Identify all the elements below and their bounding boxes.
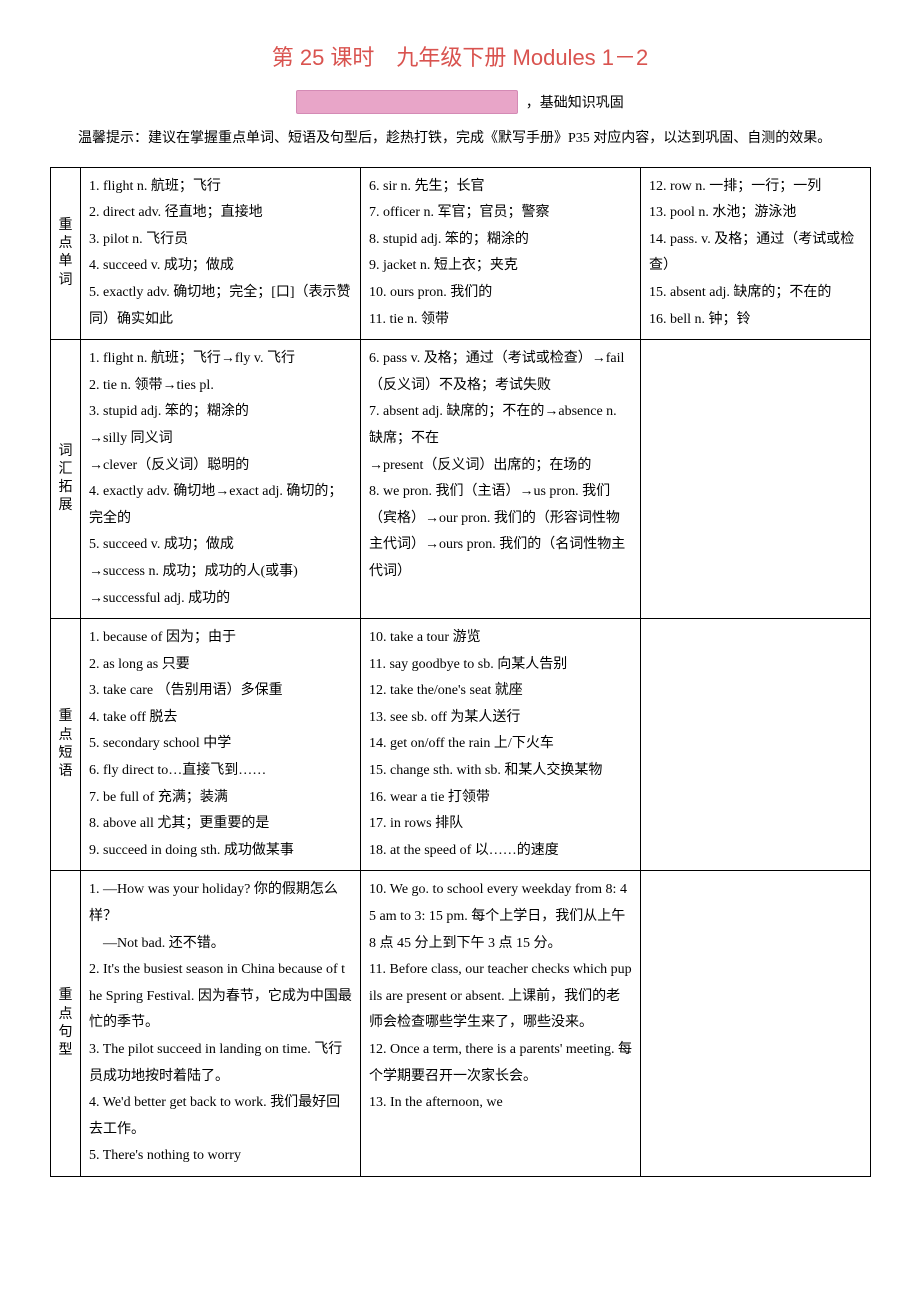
- list-item: 17. in rows 排队: [369, 811, 632, 838]
- list-item: 5. succeed v. 成功；做成: [89, 532, 352, 559]
- list-item: 7. officer n. 军官；官员；警察: [369, 200, 632, 227]
- list-item: 12. take the/one's seat 就座: [369, 678, 632, 705]
- list-item: 2. It's the busiest season in China beca…: [89, 957, 352, 1037]
- cell-col-b: 6. sir n. 先生；长官7. officer n. 军官；官员；警察8. …: [361, 167, 641, 340]
- list-item: 16. wear a tie 打领带: [369, 785, 632, 812]
- list-item: 14. get on/off the rain 上/下火车: [369, 731, 632, 758]
- list-item: 4. We'd better get back to work. 我们最好回去工…: [89, 1090, 352, 1143]
- row-head: 重点句型: [51, 871, 81, 1177]
- row-head: 重点单词: [51, 167, 81, 340]
- list-item: →silly 同义词: [89, 426, 352, 453]
- banner-row: ，基础知识巩固: [50, 90, 870, 114]
- list-item: 3. take care （告别用语）多保重: [89, 678, 352, 705]
- cell-col-c: [641, 871, 871, 1177]
- cell-col-c: [641, 340, 871, 619]
- list-item: 11. Before class, our teacher checks whi…: [369, 957, 632, 1037]
- list-item: 16. bell n. 钟；铃: [649, 307, 862, 334]
- list-item: 13. pool n. 水池；游泳池: [649, 200, 862, 227]
- list-item: 9. succeed in doing sth. 成功做某事: [89, 838, 352, 865]
- list-item: 4. exactly adv. 确切地→exact adj. 确切的；完全的: [89, 479, 352, 532]
- list-item: 10. take a tour 游览: [369, 625, 632, 652]
- list-item: 2. as long as 只要: [89, 652, 352, 679]
- list-item: 1. —How was your holiday? 你的假期怎么样？: [89, 877, 352, 930]
- list-item: 2. direct adv. 径直地；直接地: [89, 200, 352, 227]
- list-item: →present（反义词）出席的；在场的: [369, 453, 632, 480]
- table-row: 重点句型1. —How was your holiday? 你的假期怎么样？ —…: [51, 871, 871, 1177]
- content-table: 重点单词1. flight n. 航班；飞行2. direct adv. 径直地…: [50, 167, 871, 1177]
- list-item: 6. fly direct to…直接飞到……: [89, 758, 352, 785]
- cell-col-a: 1. flight n. 航班；飞行→fly v. 飞行2. tie n. 领带…: [81, 340, 361, 619]
- list-item: →clever（反义词）聪明的: [89, 453, 352, 480]
- banner-graphic: [296, 90, 518, 114]
- list-item: 5. There's nothing to worry: [89, 1143, 352, 1170]
- list-item: 8. stupid adj. 笨的；糊涂的: [369, 227, 632, 254]
- list-item: 6. sir n. 先生；长官: [369, 174, 632, 201]
- list-item: 12. Once a term, there is a parents' mee…: [369, 1037, 632, 1090]
- list-item: 10. ours pron. 我们的: [369, 280, 632, 307]
- cell-col-c: 12. row n. 一排；一行；一列13. pool n. 水池；游泳池14.…: [641, 167, 871, 340]
- table-row: 重点短语1. because of 因为；由于2. as long as 只要3…: [51, 619, 871, 871]
- list-item: 1. because of 因为；由于: [89, 625, 352, 652]
- list-item: 8. above all 尤其；更重要的是: [89, 811, 352, 838]
- list-item: 11. tie n. 领带: [369, 307, 632, 334]
- row-head: 词汇拓展: [51, 340, 81, 619]
- list-item: 2. tie n. 领带→ties pl.: [89, 373, 352, 400]
- list-item: 9. jacket n. 短上衣；夹克: [369, 253, 632, 280]
- list-item: —Not bad. 还不错。: [89, 931, 352, 958]
- list-item: 12. row n. 一排；一行；一列: [649, 174, 862, 201]
- list-item: 4. take off 脱去: [89, 705, 352, 732]
- list-item: 3. The pilot succeed in landing on time.…: [89, 1037, 352, 1090]
- list-item: 5. secondary school 中学: [89, 731, 352, 758]
- list-item: 13. In the afternoon, we: [369, 1090, 632, 1117]
- list-item: 6. pass v. 及格；通过（考试或检查）→fail（反义词）不及格；考试失…: [369, 346, 632, 399]
- list-item: 7. absent adj. 缺席的；不在的→absence n. 缺席；不在: [369, 399, 632, 452]
- list-item: 14. pass. v. 及格；通过（考试或检查）: [649, 227, 862, 280]
- list-item: 1. flight n. 航班；飞行: [89, 174, 352, 201]
- table-row: 重点单词1. flight n. 航班；飞行2. direct adv. 径直地…: [51, 167, 871, 340]
- cell-col-c: [641, 619, 871, 871]
- page-title: 第 25 课时 九年级下册 Modules 1－2: [50, 40, 870, 72]
- list-item: 8. we pron. 我们（主语）→us pron. 我们（宾格）→our p…: [369, 479, 632, 585]
- list-item: 4. succeed v. 成功；做成: [89, 253, 352, 280]
- list-item: 10. We go. to school every weekday from …: [369, 877, 632, 957]
- list-item: 15. change sth. with sb. 和某人交换某物: [369, 758, 632, 785]
- cell-col-b: 10. take a tour 游览11. say goodbye to sb.…: [361, 619, 641, 871]
- list-item: 11. say goodbye to sb. 向某人告别: [369, 652, 632, 679]
- cell-col-a: 1. —How was your holiday? 你的假期怎么样？ —Not …: [81, 871, 361, 1177]
- list-item: 3. pilot n. 飞行员: [89, 227, 352, 254]
- cell-col-b: 10. We go. to school every weekday from …: [361, 871, 641, 1177]
- list-item: 3. stupid adj. 笨的；糊涂的: [89, 399, 352, 426]
- tip-text: 温馨提示：建议在掌握重点单词、短语及句型后，趁热打铁，完成《默写手册》P35 对…: [50, 126, 870, 153]
- list-item: 15. absent adj. 缺席的；不在的: [649, 280, 862, 307]
- table-row: 词汇拓展1. flight n. 航班；飞行→fly v. 飞行2. tie n…: [51, 340, 871, 619]
- list-item: 13. see sb. off 为某人送行: [369, 705, 632, 732]
- cell-col-b: 6. pass v. 及格；通过（考试或检查）→fail（反义词）不及格；考试失…: [361, 340, 641, 619]
- cell-col-a: 1. because of 因为；由于2. as long as 只要3. ta…: [81, 619, 361, 871]
- list-item: 7. be full of 充满；装满: [89, 785, 352, 812]
- list-item: →success n. 成功；成功的人(或事): [89, 559, 352, 586]
- row-head: 重点短语: [51, 619, 81, 871]
- list-item: →successful adj. 成功的: [89, 586, 352, 613]
- banner-label: ，基础知识巩固: [526, 92, 624, 112]
- list-item: 5. exactly adv. 确切地；完全；[口]（表示赞同）确实如此: [89, 280, 352, 333]
- list-item: 1. flight n. 航班；飞行→fly v. 飞行: [89, 346, 352, 373]
- cell-col-a: 1. flight n. 航班；飞行2. direct adv. 径直地；直接地…: [81, 167, 361, 340]
- list-item: 18. at the speed of 以……的速度: [369, 838, 632, 865]
